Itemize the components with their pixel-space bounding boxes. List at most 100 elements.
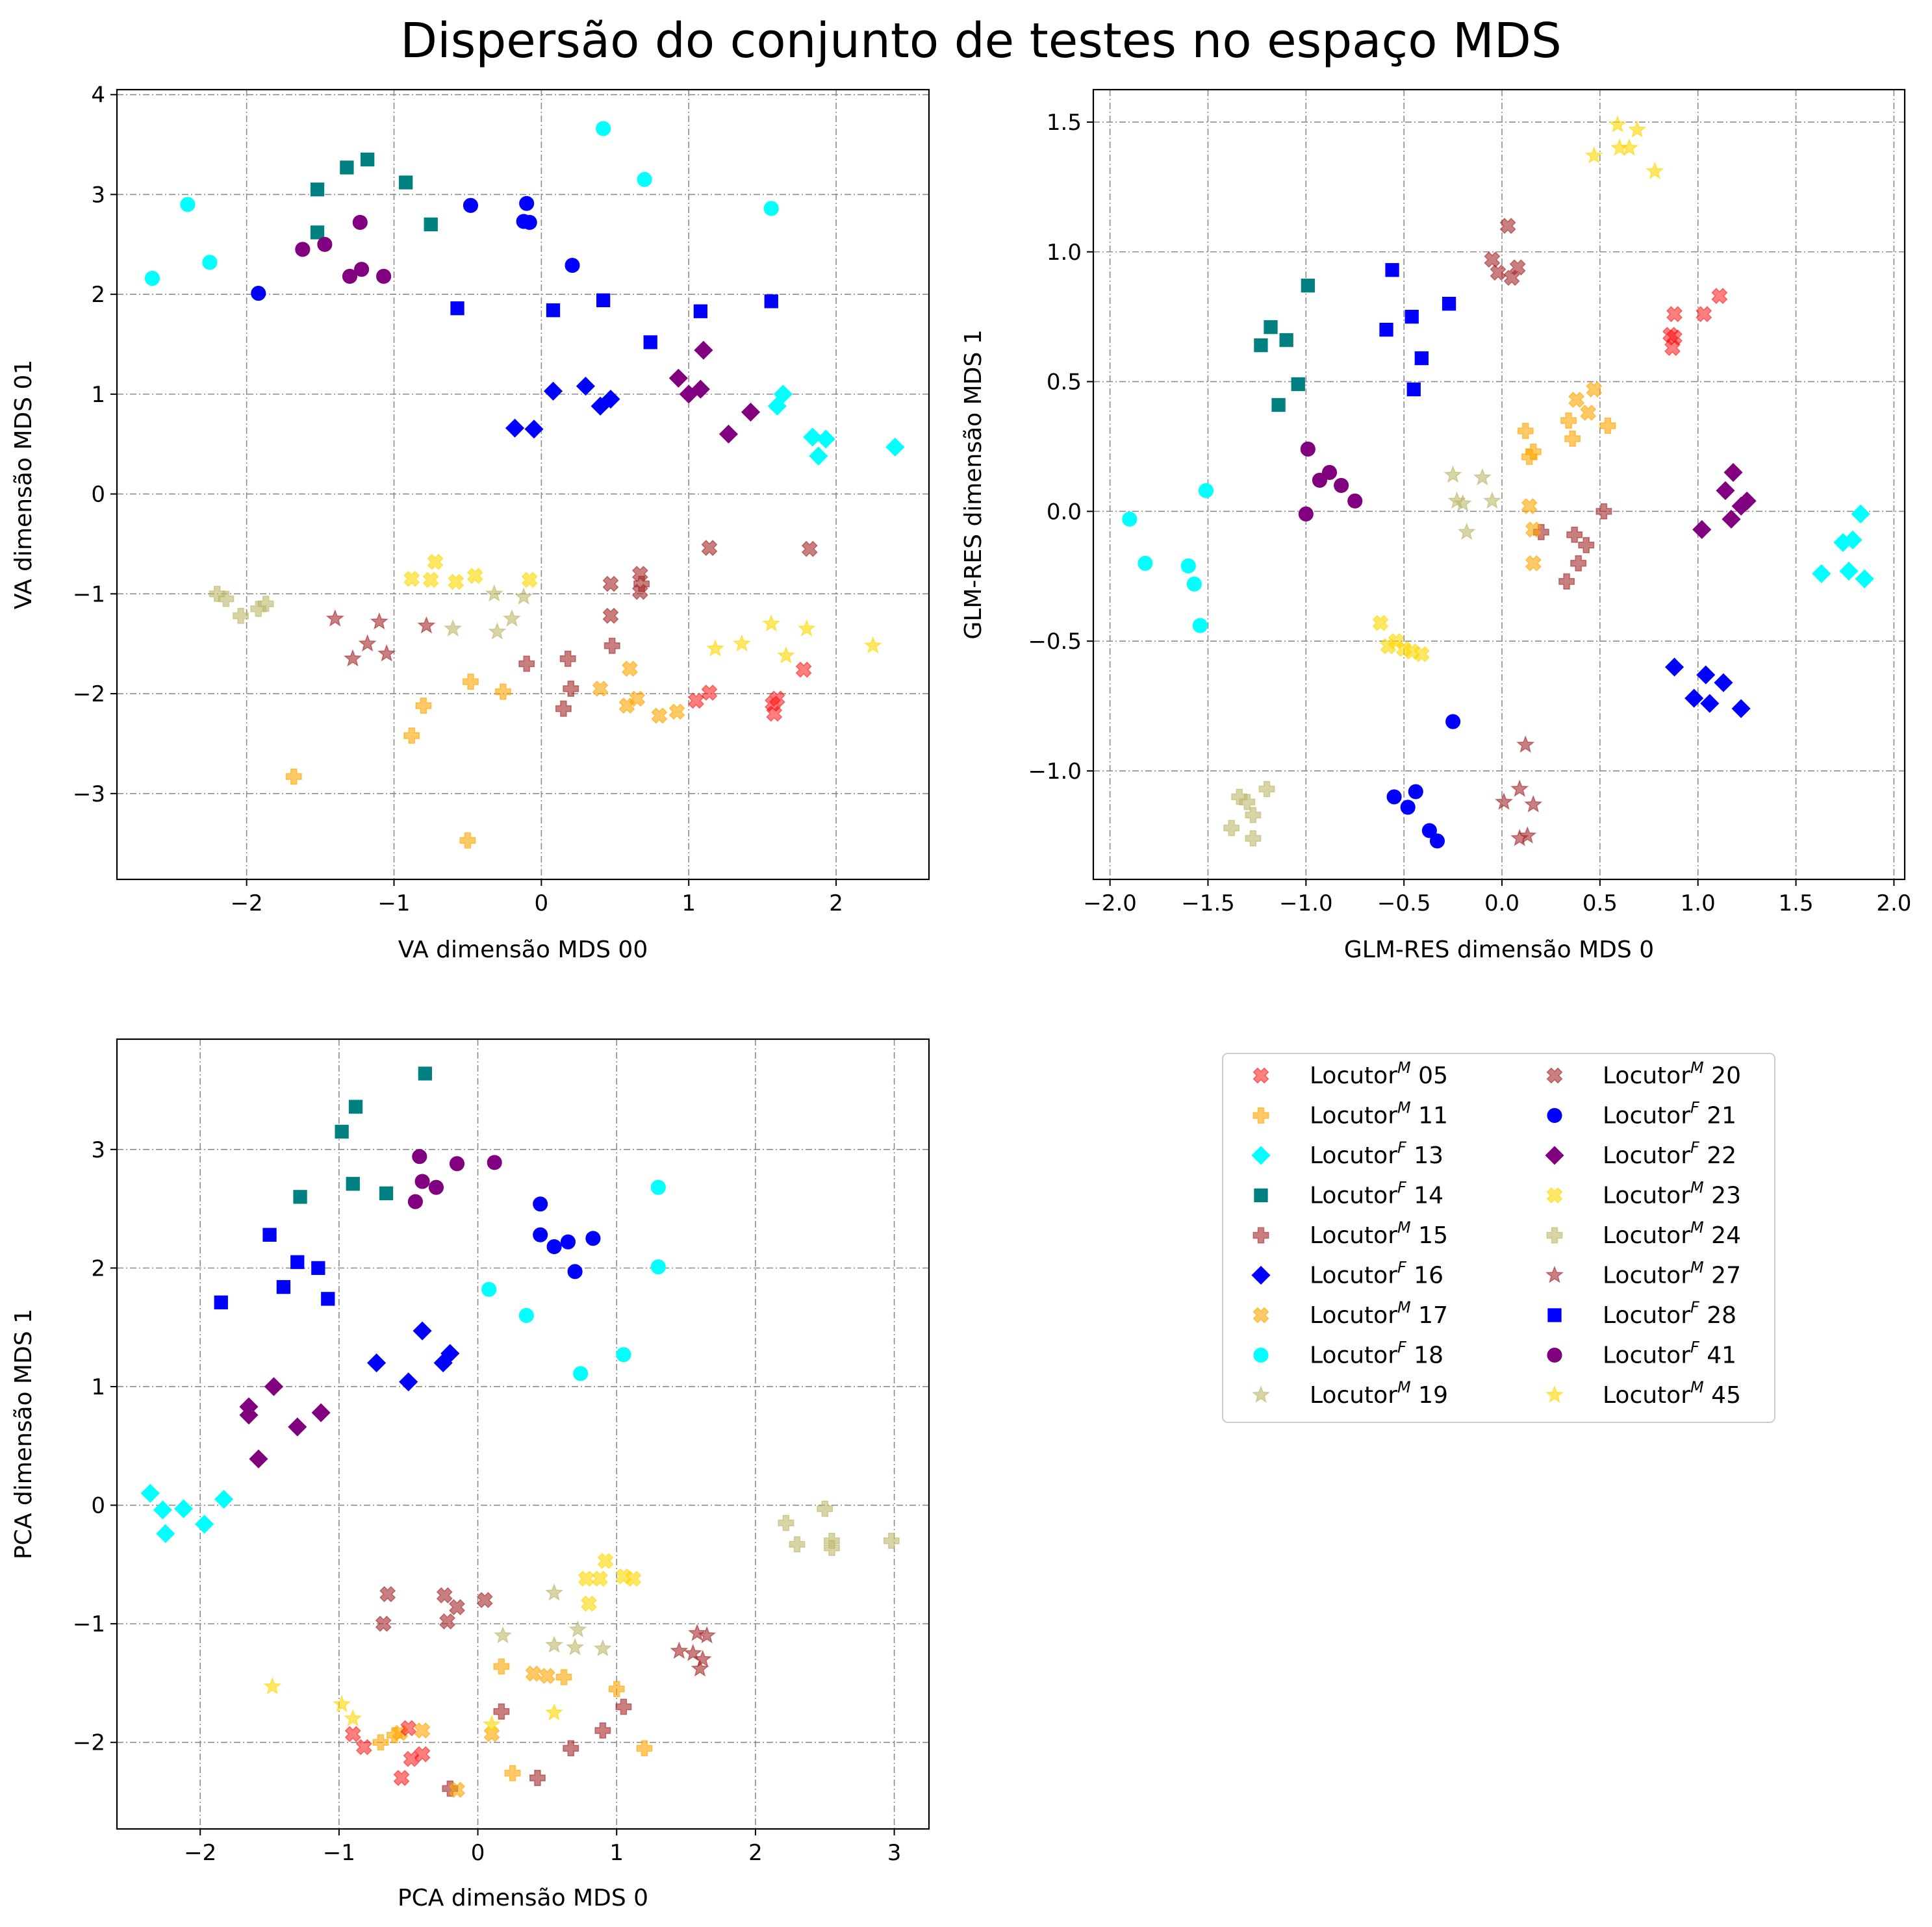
data-point [249, 1449, 268, 1468]
series-locutor-28 [214, 1228, 335, 1309]
y-tick-label: −1.0 [1028, 759, 1082, 785]
data-point [1737, 491, 1757, 510]
data-point [372, 1734, 389, 1751]
data-point [436, 1587, 453, 1604]
data-point [762, 614, 781, 632]
data-point [1301, 279, 1316, 293]
data-point [544, 1703, 564, 1721]
y-tick-label: 3 [91, 182, 105, 208]
data-point [393, 1769, 410, 1787]
x-tick-label: −1.5 [1181, 890, 1235, 916]
data-point [789, 1536, 806, 1553]
plot-frame [1092, 88, 1906, 881]
data-point [585, 1231, 601, 1246]
series-locutor-24 [1223, 781, 1275, 847]
legend-marker [1547, 1347, 1562, 1363]
legend-label: LocutorM 27 [1603, 1259, 1741, 1289]
data-point [1696, 665, 1716, 685]
data-point [1386, 789, 1402, 805]
data-point [1445, 714, 1461, 729]
data-point [1264, 320, 1278, 334]
plot-frame [116, 1038, 930, 1830]
data-point [317, 236, 333, 252]
data-point [883, 1532, 900, 1549]
series-locutor-22 [239, 1377, 331, 1468]
data-point [885, 437, 905, 457]
y-tick-label: 0 [91, 1493, 105, 1519]
data-point [333, 1694, 351, 1713]
data-point [344, 1709, 362, 1727]
data-point [493, 1703, 510, 1720]
series-locutor-13 [767, 384, 905, 466]
legend-entry-18: LocutorF 18 [1253, 1339, 1443, 1369]
data-point [546, 1239, 562, 1255]
data-point [705, 639, 725, 657]
x-tick-label: 1.0 [1681, 890, 1716, 916]
data-point [1646, 162, 1664, 179]
y-axis-label: GLM-RES dimensão MDS 1 [960, 329, 987, 639]
y-tick-label: 1 [91, 1374, 105, 1400]
y-tick-label: −1 [73, 1611, 105, 1637]
series-locutor-23 [1372, 614, 1430, 662]
data-point [488, 622, 507, 640]
data-point [398, 175, 413, 190]
data-point [514, 587, 533, 605]
x-tick-label: 0.0 [1484, 890, 1519, 916]
data-point [1620, 138, 1639, 156]
legend-entry-05: LocutorM 05 [1252, 1059, 1448, 1089]
data-point [1716, 481, 1735, 500]
x-axis-label: PCA dimensão MDS 0 [398, 1885, 648, 1911]
data-point [524, 420, 544, 439]
data-point [262, 1228, 277, 1242]
figure-title: Dispersão do conjunto de testes no espaç… [400, 13, 1562, 69]
data-point [263, 1677, 282, 1694]
data-point [596, 293, 611, 308]
data-point [518, 1307, 534, 1323]
data-point [483, 1726, 500, 1743]
data-point [573, 1366, 589, 1381]
data-point [325, 609, 344, 627]
data-point [414, 1722, 431, 1739]
series-locutor-41 [407, 1149, 502, 1209]
data-point [415, 698, 432, 714]
data-point [310, 183, 325, 197]
data-point [1711, 288, 1728, 305]
data-point [697, 1626, 717, 1644]
series-locutor-17 [1521, 381, 1603, 572]
data-point [1429, 833, 1445, 849]
data-point [403, 1750, 420, 1767]
series-locutor-23 [403, 553, 538, 590]
data-point [718, 424, 739, 444]
data-point [601, 390, 620, 409]
data-point [1566, 526, 1583, 543]
series-locutor-20 [602, 540, 818, 624]
series-locutor-21 [1386, 714, 1461, 849]
x-tick-label: −1 [377, 890, 410, 916]
series-locutor-45 [263, 1677, 564, 1733]
series-locutor-24 [778, 1500, 900, 1556]
data-point [631, 583, 648, 600]
data-point [1586, 381, 1603, 398]
legend-label: LocutorF 41 [1603, 1339, 1736, 1369]
legend-entry-45: LocutorM 45 [1545, 1378, 1741, 1409]
data-point [764, 294, 778, 309]
data-point [650, 1259, 666, 1275]
data-point [817, 1500, 833, 1517]
data-point [597, 1552, 614, 1569]
data-point [763, 201, 779, 216]
data-point [596, 121, 611, 136]
scatter-panel-1: −2 −1 0 1 2 −3 −2 −1 0 1 2 3 4 VA dimensão MDS 00 VA d… [10, 82, 930, 963]
data-point [1518, 825, 1537, 844]
data-point [295, 242, 311, 257]
series-locutor-21 [251, 195, 580, 301]
x-tick-label: 1 [609, 1840, 624, 1866]
data-point [502, 609, 522, 627]
data-point [251, 286, 266, 301]
series-locutor-23 [578, 1552, 642, 1612]
data-point [1457, 522, 1476, 540]
series-locutor-21 [533, 1196, 601, 1279]
series-locutor-27 [1494, 735, 1543, 846]
legend-entry-15: LocutorM 15 [1252, 1218, 1448, 1249]
data-point [1258, 781, 1275, 798]
